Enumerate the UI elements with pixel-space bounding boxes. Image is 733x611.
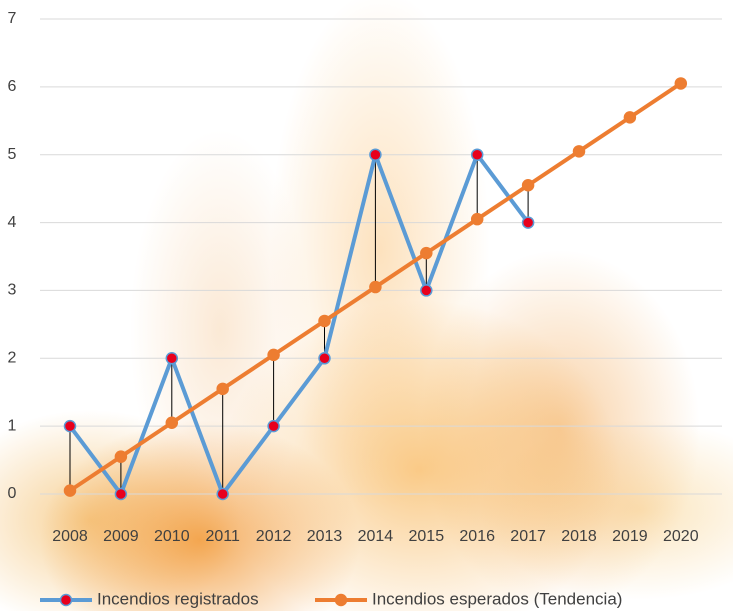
data-point	[115, 489, 126, 500]
x-tick-label: 2016	[459, 528, 495, 545]
legend-label: Incendios registrados	[97, 589, 259, 608]
x-tick-label: 2015	[409, 528, 445, 545]
x-tick-label: 2008	[52, 528, 88, 545]
x-tick-label: 2013	[307, 528, 343, 545]
x-tick-label: 2014	[358, 528, 394, 545]
data-point	[675, 78, 686, 89]
data-point	[65, 485, 76, 496]
y-tick-label: 6	[8, 78, 17, 95]
y-tick-label: 1	[8, 417, 17, 434]
y-tick-label: 4	[8, 214, 17, 231]
chart-container: 0 1 2 3 4 5 6 7 2008 2009 2010 2011 2012 2013 2014 2015…	[0, 0, 733, 611]
data-point	[421, 248, 432, 259]
data-point	[574, 146, 585, 157]
data-point	[319, 353, 330, 364]
y-tick-label: 0	[8, 485, 17, 502]
data-point	[523, 217, 534, 228]
legend-marker	[336, 595, 347, 606]
y-tick-label: 5	[8, 146, 17, 163]
data-point	[166, 417, 177, 428]
data-point	[472, 214, 483, 225]
data-point	[268, 421, 279, 432]
data-point	[65, 421, 76, 432]
data-point	[166, 353, 177, 364]
y-tick-label: 3	[8, 282, 17, 299]
data-point	[523, 180, 534, 191]
legend-marker	[61, 595, 72, 606]
legend-label: Incendios esperados (Tendencia)	[372, 589, 622, 608]
x-tick-label: 2011	[205, 528, 240, 545]
data-point	[624, 112, 635, 123]
y-tick-label: 7	[8, 10, 17, 27]
x-tick-label: 2019	[612, 528, 648, 545]
data-point	[217, 489, 228, 500]
x-tick-label: 2012	[256, 528, 292, 545]
data-point	[115, 451, 126, 462]
x-tick-label: 2009	[103, 528, 139, 545]
y-tick-label: 2	[8, 350, 17, 367]
data-point	[217, 383, 228, 394]
data-point	[472, 149, 483, 160]
data-point	[370, 282, 381, 293]
x-tick-label: 2017	[510, 528, 546, 545]
data-point	[421, 285, 432, 296]
data-point	[370, 149, 381, 160]
data-point	[319, 315, 330, 326]
data-point	[268, 349, 279, 360]
x-tick-label: 2018	[561, 528, 597, 545]
chart: 0 1 2 3 4 5 6 7 2008 2009 2010 2011 2012 2013 2014 2015…	[0, 0, 733, 611]
x-tick-label: 2020	[663, 528, 699, 545]
x-tick-label: 2010	[154, 528, 190, 545]
